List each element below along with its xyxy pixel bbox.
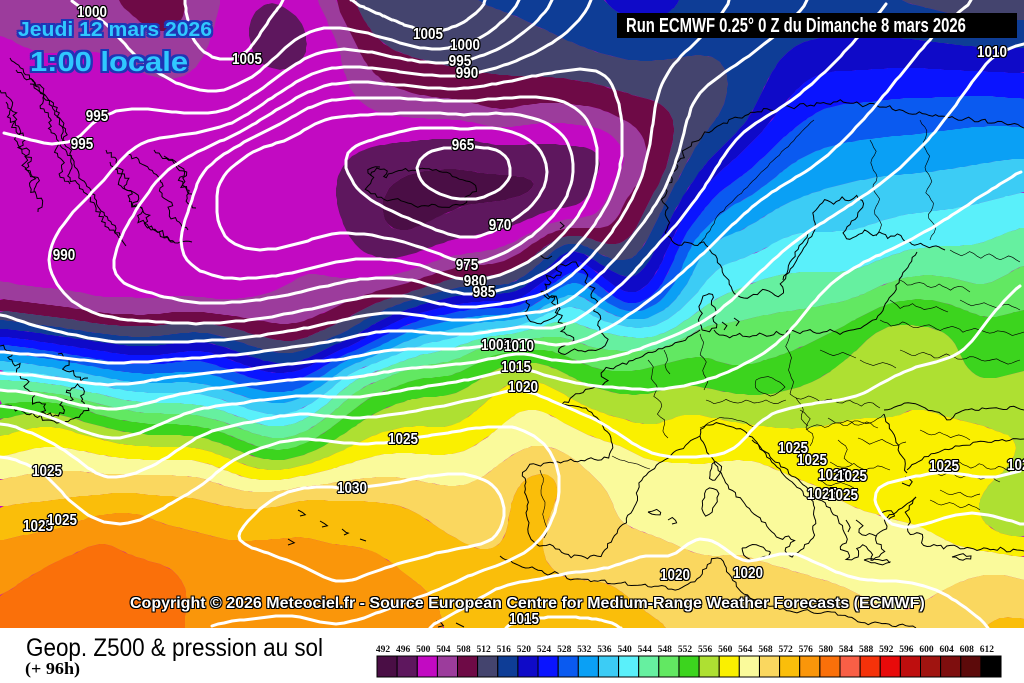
svg-text:516: 516 xyxy=(497,645,512,655)
svg-text:576: 576 xyxy=(799,645,814,655)
svg-text:588: 588 xyxy=(859,645,874,655)
svg-text:520: 520 xyxy=(517,645,532,655)
svg-text:532: 532 xyxy=(577,645,592,655)
svg-text:496: 496 xyxy=(396,645,411,655)
svg-text:612: 612 xyxy=(980,645,995,655)
svg-text:592: 592 xyxy=(879,645,894,655)
svg-text:556: 556 xyxy=(698,645,713,655)
svg-text:604: 604 xyxy=(939,645,954,655)
svg-text:552: 552 xyxy=(678,645,693,655)
svg-text:560: 560 xyxy=(718,645,733,655)
svg-text:608: 608 xyxy=(960,645,975,655)
svg-text:572: 572 xyxy=(778,645,793,655)
svg-text:564: 564 xyxy=(738,645,753,655)
svg-text:580: 580 xyxy=(819,645,834,655)
svg-text:540: 540 xyxy=(617,645,632,655)
svg-text:524: 524 xyxy=(537,645,552,655)
svg-text:512: 512 xyxy=(476,645,491,655)
svg-text:596: 596 xyxy=(899,645,914,655)
svg-text:600: 600 xyxy=(919,645,934,655)
svg-text:492: 492 xyxy=(376,645,391,655)
svg-text:528: 528 xyxy=(557,645,572,655)
svg-text:500: 500 xyxy=(416,645,431,655)
svg-text:584: 584 xyxy=(839,645,854,655)
svg-text:548: 548 xyxy=(658,645,673,655)
svg-text:504: 504 xyxy=(436,645,451,655)
svg-text:568: 568 xyxy=(758,645,773,655)
svg-text:536: 536 xyxy=(597,645,612,655)
svg-text:544: 544 xyxy=(638,645,653,655)
svg-text:508: 508 xyxy=(456,645,471,655)
